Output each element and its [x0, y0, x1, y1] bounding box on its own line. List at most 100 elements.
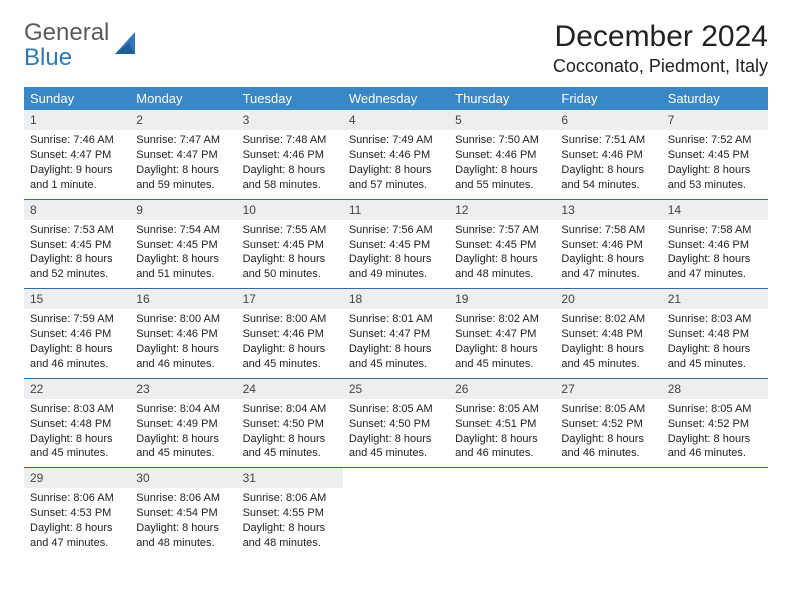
day-details: Sunrise: 7:57 AMSunset: 4:45 PMDaylight:… — [449, 220, 555, 288]
sunrise-line: Sunrise: 8:05 AM — [455, 402, 549, 417]
day-number: 2 — [130, 110, 236, 130]
calendar-week-row: 8Sunrise: 7:53 AMSunset: 4:45 PMDaylight… — [24, 199, 768, 289]
calendar-day-cell: 2Sunrise: 7:47 AMSunset: 4:47 PMDaylight… — [130, 110, 236, 199]
day-details: Sunrise: 7:55 AMSunset: 4:45 PMDaylight:… — [237, 220, 343, 288]
sunset-line: Sunset: 4:45 PM — [455, 238, 549, 253]
day-number: 25 — [343, 379, 449, 399]
sunset-line: Sunset: 4:45 PM — [349, 238, 443, 253]
daylight-line: Daylight: 8 hours and 47 minutes. — [668, 252, 762, 282]
day-number: 8 — [24, 200, 130, 220]
day-details: Sunrise: 7:58 AMSunset: 4:46 PMDaylight:… — [555, 220, 661, 288]
daylight-line: Daylight: 9 hours and 1 minute. — [30, 163, 124, 193]
calendar-day-cell: 13Sunrise: 7:58 AMSunset: 4:46 PMDayligh… — [555, 199, 661, 289]
day-details: Sunrise: 8:01 AMSunset: 4:47 PMDaylight:… — [343, 309, 449, 377]
calendar-day-cell — [555, 468, 661, 557]
day-details: Sunrise: 7:56 AMSunset: 4:45 PMDaylight:… — [343, 220, 449, 288]
sunrise-line: Sunrise: 7:47 AM — [136, 133, 230, 148]
sunrise-line: Sunrise: 7:56 AM — [349, 223, 443, 238]
sunset-line: Sunset: 4:47 PM — [136, 148, 230, 163]
sunrise-line: Sunrise: 8:06 AM — [243, 491, 337, 506]
day-details: Sunrise: 8:06 AMSunset: 4:55 PMDaylight:… — [237, 488, 343, 556]
day-number: 18 — [343, 289, 449, 309]
daylight-line: Daylight: 8 hours and 53 minutes. — [668, 163, 762, 193]
calendar-day-cell: 28Sunrise: 8:05 AMSunset: 4:52 PMDayligh… — [662, 378, 768, 468]
calendar-day-cell: 26Sunrise: 8:05 AMSunset: 4:51 PMDayligh… — [449, 378, 555, 468]
sunset-line: Sunset: 4:46 PM — [455, 148, 549, 163]
daylight-line: Daylight: 8 hours and 46 minutes. — [561, 432, 655, 462]
daylight-line: Daylight: 8 hours and 59 minutes. — [136, 163, 230, 193]
calendar-day-cell: 18Sunrise: 8:01 AMSunset: 4:47 PMDayligh… — [343, 289, 449, 379]
daylight-line: Daylight: 8 hours and 57 minutes. — [349, 163, 443, 193]
day-number: 24 — [237, 379, 343, 399]
weekday-header: Wednesday — [343, 87, 449, 110]
day-number: 21 — [662, 289, 768, 309]
sunset-line: Sunset: 4:45 PM — [243, 238, 337, 253]
calendar-day-cell: 25Sunrise: 8:05 AMSunset: 4:50 PMDayligh… — [343, 378, 449, 468]
daylight-line: Daylight: 8 hours and 46 minutes. — [455, 432, 549, 462]
daylight-line: Daylight: 8 hours and 58 minutes. — [243, 163, 337, 193]
calendar-day-cell: 19Sunrise: 8:02 AMSunset: 4:47 PMDayligh… — [449, 289, 555, 379]
calendar-table: Sunday Monday Tuesday Wednesday Thursday… — [24, 87, 768, 557]
sunrise-line: Sunrise: 8:00 AM — [243, 312, 337, 327]
calendar-day-cell — [662, 468, 768, 557]
day-number: 27 — [555, 379, 661, 399]
sunrise-line: Sunrise: 7:49 AM — [349, 133, 443, 148]
sunset-line: Sunset: 4:48 PM — [561, 327, 655, 342]
daylight-line: Daylight: 8 hours and 45 minutes. — [349, 432, 443, 462]
page-header: General Blue December 2024 Cocconato, Pi… — [24, 20, 768, 77]
day-number: 30 — [130, 468, 236, 488]
sunrise-line: Sunrise: 7:59 AM — [30, 312, 124, 327]
calendar-day-cell: 27Sunrise: 8:05 AMSunset: 4:52 PMDayligh… — [555, 378, 661, 468]
day-details: Sunrise: 8:05 AMSunset: 4:52 PMDaylight:… — [662, 399, 768, 467]
calendar-week-row: 1Sunrise: 7:46 AMSunset: 4:47 PMDaylight… — [24, 110, 768, 199]
weekday-header: Sunday — [24, 87, 130, 110]
sunrise-line: Sunrise: 7:51 AM — [561, 133, 655, 148]
sunrise-line: Sunrise: 8:02 AM — [455, 312, 549, 327]
day-number: 11 — [343, 200, 449, 220]
calendar-header-row: Sunday Monday Tuesday Wednesday Thursday… — [24, 87, 768, 110]
sunset-line: Sunset: 4:50 PM — [349, 417, 443, 432]
daylight-line: Daylight: 8 hours and 55 minutes. — [455, 163, 549, 193]
sunrise-line: Sunrise: 8:04 AM — [243, 402, 337, 417]
calendar-day-cell: 9Sunrise: 7:54 AMSunset: 4:45 PMDaylight… — [130, 199, 236, 289]
day-number: 9 — [130, 200, 236, 220]
calendar-week-row: 15Sunrise: 7:59 AMSunset: 4:46 PMDayligh… — [24, 289, 768, 379]
brand-text: General Blue — [24, 20, 109, 70]
day-number: 12 — [449, 200, 555, 220]
sunset-line: Sunset: 4:46 PM — [561, 148, 655, 163]
sunset-line: Sunset: 4:50 PM — [243, 417, 337, 432]
sunrise-line: Sunrise: 8:03 AM — [30, 402, 124, 417]
day-details: Sunrise: 7:47 AMSunset: 4:47 PMDaylight:… — [130, 130, 236, 198]
daylight-line: Daylight: 8 hours and 45 minutes. — [668, 342, 762, 372]
sunrise-line: Sunrise: 8:00 AM — [136, 312, 230, 327]
calendar-body: 1Sunrise: 7:46 AMSunset: 4:47 PMDaylight… — [24, 110, 768, 557]
day-number: 13 — [555, 200, 661, 220]
day-number: 5 — [449, 110, 555, 130]
daylight-line: Daylight: 8 hours and 48 minutes. — [136, 521, 230, 551]
day-details: Sunrise: 7:49 AMSunset: 4:46 PMDaylight:… — [343, 130, 449, 198]
daylight-line: Daylight: 8 hours and 47 minutes. — [561, 252, 655, 282]
sunset-line: Sunset: 4:46 PM — [30, 327, 124, 342]
title-block: December 2024 Cocconato, Piedmont, Italy — [553, 20, 768, 77]
calendar-day-cell: 3Sunrise: 7:48 AMSunset: 4:46 PMDaylight… — [237, 110, 343, 199]
sunrise-line: Sunrise: 8:06 AM — [136, 491, 230, 506]
daylight-line: Daylight: 8 hours and 51 minutes. — [136, 252, 230, 282]
weekday-header: Monday — [130, 87, 236, 110]
calendar-day-cell: 31Sunrise: 8:06 AMSunset: 4:55 PMDayligh… — [237, 468, 343, 557]
day-number: 20 — [555, 289, 661, 309]
calendar-week-row: 22Sunrise: 8:03 AMSunset: 4:48 PMDayligh… — [24, 378, 768, 468]
sunset-line: Sunset: 4:49 PM — [136, 417, 230, 432]
calendar-day-cell: 24Sunrise: 8:04 AMSunset: 4:50 PMDayligh… — [237, 378, 343, 468]
calendar-day-cell: 1Sunrise: 7:46 AMSunset: 4:47 PMDaylight… — [24, 110, 130, 199]
day-number: 3 — [237, 110, 343, 130]
day-number: 17 — [237, 289, 343, 309]
daylight-line: Daylight: 8 hours and 45 minutes. — [243, 342, 337, 372]
calendar-day-cell: 6Sunrise: 7:51 AMSunset: 4:46 PMDaylight… — [555, 110, 661, 199]
sunrise-line: Sunrise: 8:02 AM — [561, 312, 655, 327]
daylight-line: Daylight: 8 hours and 45 minutes. — [349, 342, 443, 372]
day-details: Sunrise: 7:53 AMSunset: 4:45 PMDaylight:… — [24, 220, 130, 288]
calendar-week-row: 29Sunrise: 8:06 AMSunset: 4:53 PMDayligh… — [24, 468, 768, 557]
day-number: 19 — [449, 289, 555, 309]
sunset-line: Sunset: 4:45 PM — [668, 148, 762, 163]
sunset-line: Sunset: 4:48 PM — [668, 327, 762, 342]
